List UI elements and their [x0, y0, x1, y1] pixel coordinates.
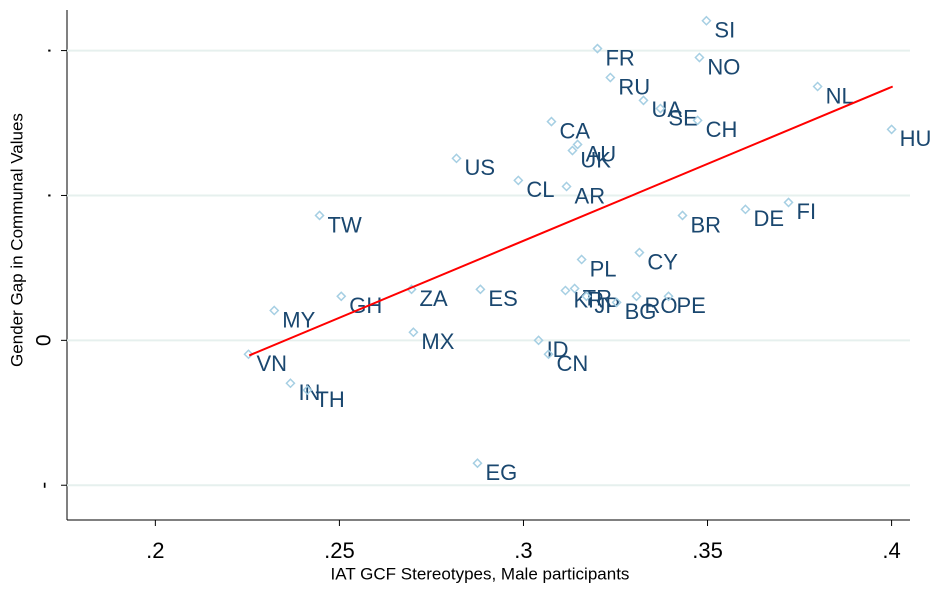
point [592, 43, 603, 54]
fit-line [248, 85, 894, 357]
point [336, 291, 347, 302]
point-label: RU [618, 74, 650, 99]
point [567, 145, 578, 156]
point [560, 285, 571, 296]
point-label: UK [580, 147, 611, 172]
point [631, 291, 642, 302]
point [561, 181, 572, 192]
y-axis-title: Gender Gap in Communal Values [7, 113, 26, 367]
y-tick-label: - [33, 482, 56, 489]
point [451, 153, 462, 164]
point [740, 204, 751, 215]
point-label: MY [282, 307, 315, 332]
x-tick-label: .35 [692, 538, 723, 563]
point [475, 284, 486, 295]
point-label: AR [575, 183, 606, 208]
point [572, 139, 583, 150]
point-label: FI [797, 199, 817, 224]
point [302, 385, 313, 396]
point [581, 291, 592, 302]
point [576, 254, 587, 265]
point [285, 378, 296, 389]
point-label: BG [625, 299, 657, 324]
point-label: MX [421, 329, 454, 354]
point [655, 103, 666, 114]
point-label: CN [557, 351, 589, 376]
y-tick-label: 0 [33, 334, 56, 346]
point-label: CY [647, 249, 678, 274]
point-label: NO [707, 54, 740, 79]
point-label: SE [668, 105, 697, 130]
point-label: HU [900, 126, 932, 151]
point [638, 95, 649, 106]
point [408, 327, 419, 338]
point-label: ID [547, 337, 569, 362]
point [546, 116, 557, 127]
point [783, 197, 794, 208]
x-tick-label: .3 [514, 538, 532, 563]
x-tick-label: .25 [324, 538, 355, 563]
point-label: TR [583, 285, 612, 310]
x-tick-label: .2 [146, 538, 164, 563]
point [692, 115, 703, 126]
point-label: VN [256, 351, 287, 376]
point [694, 52, 705, 63]
point-label: TH [315, 387, 344, 412]
x-axis-title: IAT GCF Stereotypes, Male participants [331, 564, 630, 583]
point-label: CA [559, 118, 590, 143]
point [605, 72, 616, 83]
point [269, 305, 280, 316]
point-label: CL [526, 177, 554, 202]
point-label: DE [753, 206, 784, 231]
point [634, 247, 645, 258]
point-label: ES [488, 286, 517, 311]
point [243, 349, 254, 360]
point [663, 291, 674, 302]
point [677, 210, 688, 221]
point-label: AU [586, 141, 617, 166]
point-label: ZA [420, 286, 448, 311]
point-label: PE [677, 293, 706, 318]
point [611, 297, 622, 308]
point-label: PL [590, 256, 617, 281]
point-label: GH [349, 293, 382, 318]
point-label: EG [485, 460, 517, 485]
point-label: TW [328, 212, 362, 237]
point-label: CH [706, 117, 738, 142]
point [569, 283, 580, 294]
point [701, 15, 712, 26]
point [812, 81, 823, 92]
point-label: US [464, 155, 495, 180]
point-label: SI [714, 18, 735, 43]
point [543, 349, 554, 360]
x-tick-label: .4 [882, 538, 900, 563]
point-label: KR [573, 287, 604, 312]
y-tick-label: . [33, 48, 56, 54]
point [314, 210, 325, 221]
point-label: BR [691, 212, 722, 237]
point [533, 335, 544, 346]
point-label: FR [605, 45, 634, 70]
y-tick-label: . [33, 193, 56, 199]
point [472, 458, 483, 469]
point [886, 124, 897, 135]
point [513, 175, 524, 186]
